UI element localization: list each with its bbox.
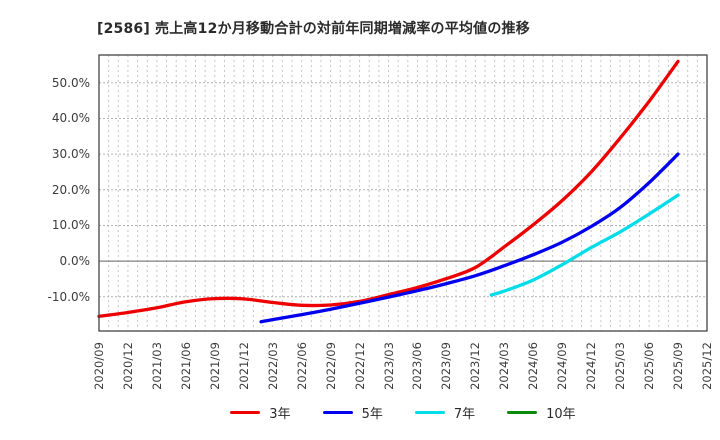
legend-label-7年: 7年 xyxy=(453,407,476,422)
x-tick-label: 2025/09 xyxy=(671,342,686,390)
legend-swatch-7年 xyxy=(414,411,445,414)
y-tick-label: 30.0% xyxy=(51,147,90,162)
x-tick-label: 2021/09 xyxy=(207,342,222,390)
legend-item-7年: 7年 xyxy=(414,403,476,422)
x-tick-label: 2020/12 xyxy=(120,342,135,390)
series-line-3年 xyxy=(97,59,680,319)
y-tick-label: 20.0% xyxy=(51,182,90,197)
y-tick-label: 50.0% xyxy=(51,75,90,90)
legend-swatch-5年 xyxy=(322,411,353,414)
x-tick-label: 2025/06 xyxy=(642,342,657,390)
x-tick-label: 2024/09 xyxy=(555,342,570,390)
x-tick-label: 2023/03 xyxy=(381,342,396,390)
vertical-gridlines xyxy=(108,55,698,331)
legend-label-10年: 10年 xyxy=(546,407,576,422)
series-line-5年 xyxy=(259,152,680,324)
horizontal-gridlines xyxy=(99,82,707,298)
x-tick-label: 2022/03 xyxy=(265,342,280,390)
plot-border xyxy=(98,54,708,332)
x-tick-label: 2020/09 xyxy=(92,342,106,390)
x-tick-label: 2023/09 xyxy=(439,342,454,390)
x-tick-label: 2022/06 xyxy=(294,342,309,390)
x-tick-label: 2021/12 xyxy=(236,342,251,390)
x-tick-label: 2024/12 xyxy=(584,342,599,390)
y-tick-label: 0.0% xyxy=(59,254,91,269)
legend-label-5年: 5年 xyxy=(361,407,383,422)
y-tick-label: 10.0% xyxy=(51,218,90,233)
legend-item-5年: 5年 xyxy=(322,403,383,422)
legend-item-10年: 10年 xyxy=(507,403,576,422)
x-tick-label: 2021/03 xyxy=(149,342,164,390)
x-tick-label: 2023/12 xyxy=(468,342,483,390)
y-tick-label: -10.0% xyxy=(47,289,90,304)
x-tick-label: 2022/12 xyxy=(352,342,367,390)
series-line-7年 xyxy=(489,193,680,297)
x-tick-label: 2025/12 xyxy=(700,342,714,390)
legend-label-3年: 3年 xyxy=(269,407,291,422)
legend-swatch-3年 xyxy=(230,411,261,414)
legend: 3年 5年 7年 10年 xyxy=(99,403,707,422)
x-tick-label: 2024/03 xyxy=(497,342,512,390)
legend-swatch-10年 xyxy=(507,411,538,414)
y-tick-label: 40.0% xyxy=(51,111,90,126)
x-tick-label: 2021/06 xyxy=(178,342,193,390)
chart-title: [2586] 売上高12か月移動合計の対前年同期増減率の平均値の推移 xyxy=(97,21,530,37)
x-tick-label: 2022/09 xyxy=(323,342,338,390)
legend-item-3年: 3年 xyxy=(230,403,291,422)
series-lines xyxy=(97,59,680,324)
x-tick-label: 2024/06 xyxy=(526,342,541,390)
x-tick-label: 2025/03 xyxy=(613,342,628,390)
x-tick-label: 2023/06 xyxy=(410,342,425,390)
